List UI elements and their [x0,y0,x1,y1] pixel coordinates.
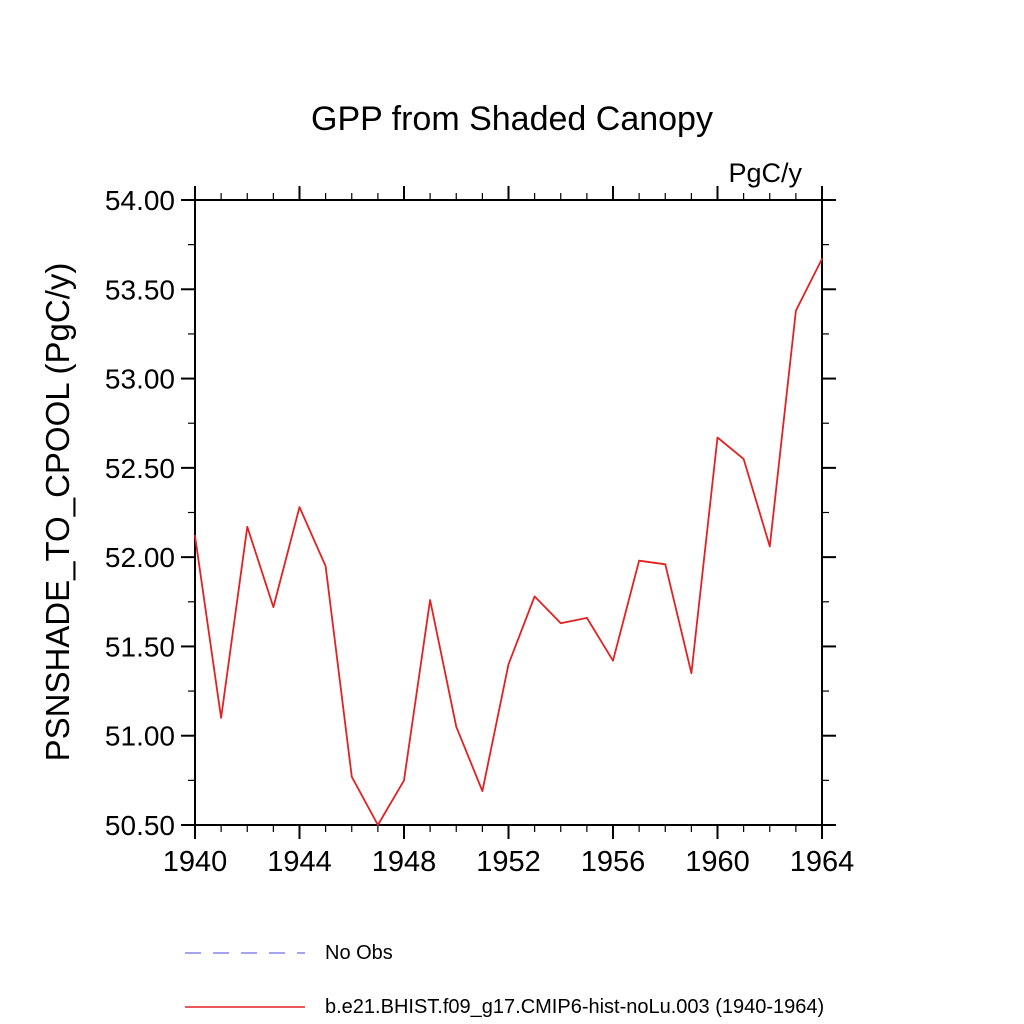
svg-text:51.50: 51.50 [105,631,175,662]
series-line-icon [185,1006,305,1008]
svg-text:1948: 1948 [372,846,437,878]
svg-text:1952: 1952 [476,846,541,878]
svg-text:1956: 1956 [581,846,646,878]
svg-text:53.00: 53.00 [105,364,175,395]
svg-text:50.50: 50.50 [105,810,175,841]
svg-text:1964: 1964 [790,846,855,878]
svg-text:53.50: 53.50 [105,274,175,305]
legend-label-no-obs: No Obs [325,941,393,964]
svg-text:1944: 1944 [267,846,332,878]
legend-item-no-obs: No Obs [185,940,393,966]
svg-text:54.00: 54.00 [105,185,175,216]
svg-text:52.00: 52.00 [105,542,175,573]
legend-item-series: b.e21.BHIST.f09_g17.CMIP6-hist-noLu.003 … [185,994,824,1020]
svg-text:51.00: 51.00 [105,721,175,752]
svg-text:52.50: 52.50 [105,453,175,484]
no-obs-dashed-line-icon [185,952,305,954]
legend-label-series: b.e21.BHIST.f09_g17.CMIP6-hist-noLu.003 … [325,995,825,1018]
unit-label: PgC/y [728,158,802,188]
svg-text:1940: 1940 [163,846,228,878]
chart-title: GPP from Shaded Canopy [311,100,713,138]
svg-text:1960: 1960 [685,846,750,878]
